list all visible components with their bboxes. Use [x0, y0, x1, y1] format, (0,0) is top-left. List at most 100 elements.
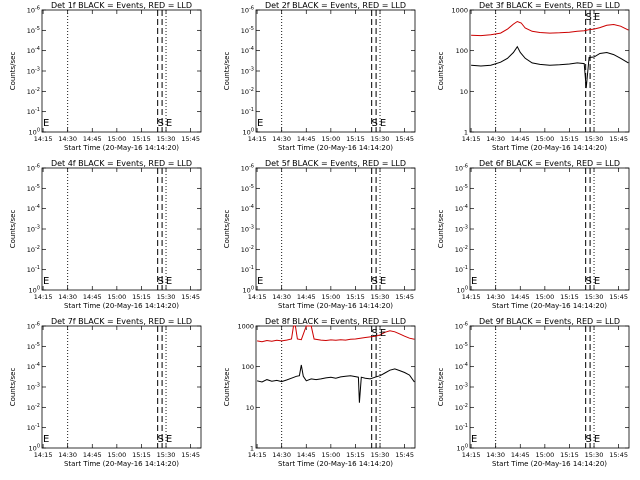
- x-axis-label: Start Time (20-May-16 14:14:20): [492, 460, 607, 468]
- y-tick-label: 100: [29, 286, 40, 295]
- series-line-events: [471, 45, 629, 89]
- x-tick-label: 14:15: [34, 293, 53, 301]
- y-tick-label: 10-5: [27, 342, 40, 351]
- y-tick-label: 10-6: [241, 6, 254, 15]
- plot-frame: [255, 167, 416, 291]
- marker-e: E: [166, 434, 172, 445]
- x-tick-label: 15:30: [157, 293, 176, 301]
- y-tick-label: 10-3: [27, 225, 40, 234]
- x-tick-label: 14:30: [486, 451, 505, 459]
- marker-e-left: E: [257, 276, 263, 287]
- y-tick-label: 10-3: [455, 383, 468, 392]
- plot-frame: [469, 167, 630, 291]
- x-tick-label: 15:15: [346, 293, 365, 301]
- x-axis-label: Start Time (20-May-16 14:14:20): [278, 144, 393, 152]
- det-5f-plot: Det 5f BLACK = Events, RED = LLD 100 10-1 1…: [223, 159, 416, 310]
- x-tick-label: 15:30: [371, 451, 390, 459]
- y-tick-label: 10-6: [455, 164, 468, 173]
- y-tick-label: 10-4: [455, 204, 468, 213]
- y-tick-label: 10-3: [27, 67, 40, 76]
- x-tick-label: 15:45: [395, 451, 414, 459]
- x-tick-label: 14:45: [83, 451, 102, 459]
- marker-e-left: E: [43, 434, 49, 445]
- y-tick-label: 10-2: [27, 403, 40, 412]
- y-tick-label: 10-6: [27, 322, 40, 331]
- x-tick-label: 15:30: [585, 135, 604, 143]
- y-tick-label: 1: [250, 445, 254, 453]
- marker-e-left: E: [471, 276, 477, 287]
- y-axis-label: Counts/sec: [223, 210, 231, 249]
- y-tick-label: 100: [29, 444, 40, 453]
- x-tick-label: 15:45: [609, 293, 628, 301]
- y-tick-label: 10-3: [27, 383, 40, 392]
- y-tick-label: 10-2: [27, 87, 40, 96]
- x-tick-label: 15:00: [535, 293, 554, 301]
- plot-frame: [255, 9, 416, 133]
- marker-s: S: [585, 12, 591, 23]
- marker-e: E: [166, 276, 172, 287]
- y-tick-label: 10-1: [241, 107, 254, 116]
- marker-e-left: E: [257, 118, 263, 129]
- x-tick-label: 14:30: [272, 293, 291, 301]
- x-tick-label: 15:15: [132, 293, 151, 301]
- y-axis-label: Counts/sec: [437, 368, 445, 407]
- y-tick-label: 10-2: [241, 245, 254, 254]
- x-tick-label: 15:45: [181, 293, 200, 301]
- plot-title: Det 1f BLACK = Events, RED = LLD: [51, 1, 192, 10]
- x-tick-label: 14:45: [511, 135, 530, 143]
- y-tick-label: 10-5: [455, 184, 468, 193]
- x-tick-label: 15:30: [585, 293, 604, 301]
- marker-s: S: [371, 276, 377, 287]
- x-tick-label: 14:30: [58, 293, 77, 301]
- x-tick-label: 14:30: [486, 293, 505, 301]
- x-tick-label: 15:45: [609, 451, 628, 459]
- det-9f-plot: Det 9f BLACK = Events, RED = LLD 100 10-1 1…: [437, 317, 630, 468]
- y-tick-label: 10-1: [27, 423, 40, 432]
- x-axis-label: Start Time (20-May-16 14:14:20): [492, 302, 607, 310]
- y-tick-label: 10-3: [455, 225, 468, 234]
- x-tick-label: 14:15: [248, 293, 267, 301]
- det-1f-plot: Det 1f BLACK = Events, RED = LLD 100 10-1 1…: [9, 1, 202, 152]
- x-axis-label: Start Time (20-May-16 14:14:20): [64, 460, 179, 468]
- x-tick-label: 14:15: [462, 135, 481, 143]
- marker-s: S: [371, 328, 377, 339]
- x-tick-label: 15:30: [157, 451, 176, 459]
- x-tick-label: 15:30: [371, 135, 390, 143]
- y-tick-label: 10-2: [241, 87, 254, 96]
- x-tick-label: 15:45: [395, 293, 414, 301]
- det-6f-plot: Det 6f BLACK = Events, RED = LLD 100 10-1 1…: [437, 159, 630, 310]
- y-tick-label: 10-6: [455, 322, 468, 331]
- x-tick-label: 15:15: [132, 451, 151, 459]
- x-tick-label: 15:00: [321, 135, 340, 143]
- plot-frame: [41, 167, 202, 291]
- x-tick-label: 14:30: [486, 135, 505, 143]
- y-tick-label: 10-5: [241, 184, 254, 193]
- x-tick-label: 15:15: [346, 135, 365, 143]
- plot-frame: [255, 325, 416, 449]
- marker-s: S: [157, 118, 163, 129]
- x-tick-label: 15:30: [585, 451, 604, 459]
- marker-e: E: [594, 434, 600, 445]
- x-tick-label: 14:45: [511, 293, 530, 301]
- x-tick-label: 14:45: [297, 135, 316, 143]
- x-tick-label: 15:15: [132, 135, 151, 143]
- y-tick-label: 10: [246, 404, 254, 412]
- y-axis-label: Counts/sec: [9, 52, 17, 91]
- marker-s: S: [371, 118, 377, 129]
- marker-s: S: [157, 276, 163, 287]
- y-tick-label: 10-5: [241, 26, 254, 35]
- y-tick-label: 100: [243, 128, 254, 137]
- y-axis-label: Counts/sec: [223, 368, 231, 407]
- marker-e-left: E: [43, 118, 49, 129]
- y-tick-label: 10-4: [241, 204, 254, 213]
- marker-e: E: [594, 276, 600, 287]
- x-tick-label: 14:45: [83, 135, 102, 143]
- y-tick-label: 1000: [237, 323, 254, 331]
- x-tick-label: 15:45: [181, 135, 200, 143]
- x-axis-label: Start Time (20-May-16 14:14:20): [64, 302, 179, 310]
- plot-frame: [41, 9, 202, 133]
- x-axis-label: Start Time (20-May-16 14:14:20): [64, 144, 179, 152]
- x-tick-label: 14:45: [83, 293, 102, 301]
- y-tick-label: 10-2: [27, 245, 40, 254]
